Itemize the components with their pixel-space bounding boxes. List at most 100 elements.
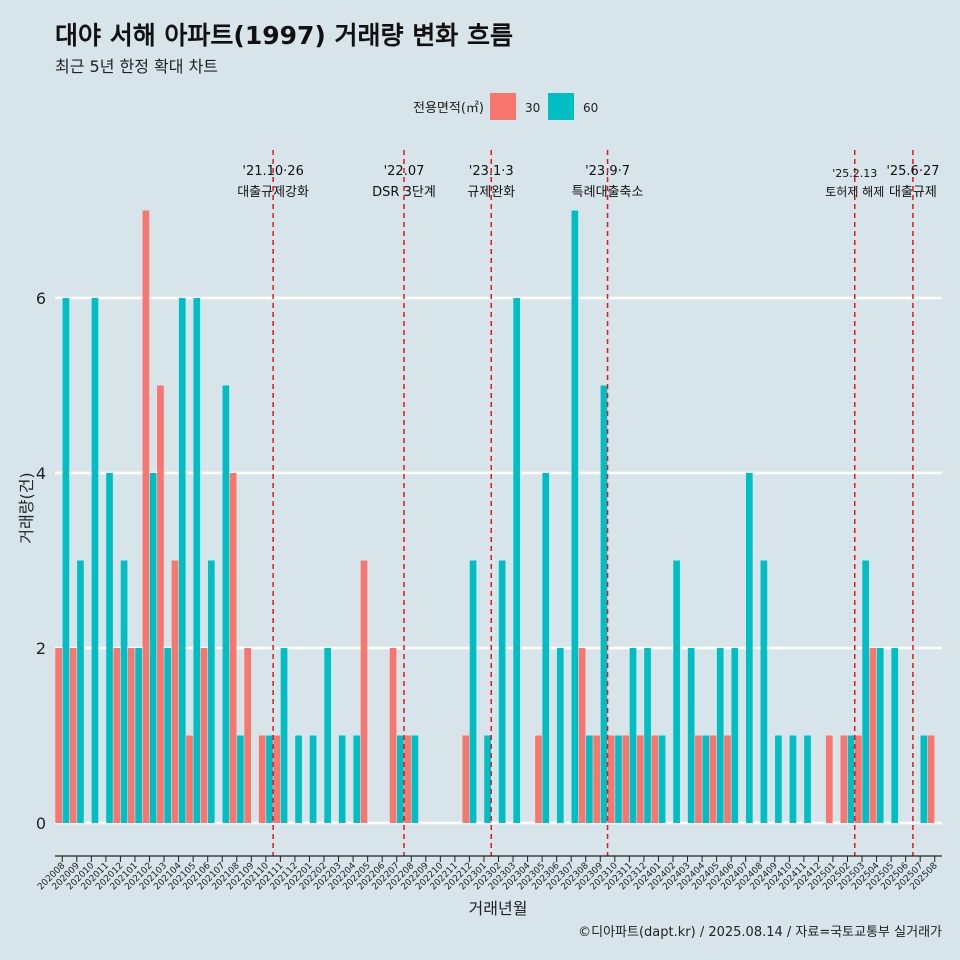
legend-label-60: 60 (583, 101, 598, 115)
bar-60-202308 (586, 735, 593, 823)
bar-60-202111 (280, 648, 288, 823)
bar-60-202203 (338, 735, 346, 823)
bar-30-202501 (825, 735, 833, 823)
bar-60-202008 (62, 298, 70, 823)
bar-30-202101 (128, 648, 135, 823)
event-label: 토허제 해제 (825, 185, 884, 199)
chart-subtitle: 최근 5년 한정 확대 차트 (55, 57, 219, 76)
event-label: 규제완화 (467, 185, 515, 200)
bar-60-202108 (237, 735, 244, 823)
bar-60-202312 (644, 648, 651, 823)
event-date: '25.2.13 (832, 167, 877, 180)
bar-60-202401 (658, 735, 666, 823)
bar-60-202409 (775, 735, 782, 823)
bar-60-202106 (207, 560, 215, 823)
legend-label-30: 30 (525, 101, 540, 115)
bar-30-202103 (157, 385, 164, 823)
legend-title: 전용면적(㎡) (413, 101, 484, 116)
bar-30-202406 (724, 735, 731, 823)
y-tick-label: 4 (36, 464, 46, 483)
bar-30-202308 (578, 648, 586, 823)
y-axis-title: 거래량(건) (17, 472, 36, 543)
event-label: 대출규제 (889, 185, 937, 200)
source-caption: ©디아파트(dapt.kr) / 2025.08.14 / 자료=국토교통부 실… (578, 925, 942, 940)
bar-60-202305 (542, 473, 550, 823)
bar-30-202309 (593, 735, 600, 823)
bar-30-202310 (607, 735, 615, 823)
bar-60-202408 (760, 560, 768, 823)
bar-30-202504 (869, 648, 877, 823)
event-label: 특례대출축소 (572, 185, 644, 200)
bar-60-202410 (789, 735, 797, 823)
bar-60-202507 (920, 735, 928, 823)
bar-60-202107 (222, 385, 230, 823)
bar-30-202205 (360, 560, 368, 823)
bar-30-202502 (840, 735, 848, 823)
bar-30-202401 (651, 735, 659, 823)
bar-30-202111 (273, 735, 281, 823)
bar-60-202404 (702, 735, 710, 823)
y-tick-label: 0 (36, 814, 46, 833)
chart-title: 대야 서해 아파트(1997) 거래량 변화 흐름 (55, 21, 513, 50)
bar-60-202202 (324, 648, 331, 823)
bar-30-202305 (535, 735, 542, 823)
bar-30-202108 (229, 473, 237, 823)
bar-30-202102 (142, 210, 150, 823)
event-annotations: '21.10·26 대출규제강화 '22.07 DSR 3단계 '23.1·3 규제완화 '… (237, 150, 940, 856)
bar-30-202009 (69, 648, 77, 823)
bar-30-202207 (389, 648, 397, 823)
y-tick-label: 2 (36, 639, 46, 658)
bar-60-202110 (266, 735, 273, 823)
bar-30-202312 (636, 735, 644, 823)
bars (55, 210, 935, 823)
bar-30-202012 (113, 648, 121, 823)
event-label: 대출규제강화 (237, 185, 309, 200)
bar-60-202105 (193, 298, 201, 823)
bar-30-202404 (695, 735, 702, 823)
legend-key-30 (490, 93, 516, 120)
bar-30-202208 (404, 735, 411, 823)
bar-30-202106 (200, 648, 208, 823)
bar-60-202311 (629, 648, 637, 823)
bar-30-202508 (927, 735, 935, 823)
event-date: '22.07 (384, 164, 425, 179)
bar-60-202405 (716, 648, 724, 823)
bar-60-202009 (77, 560, 84, 823)
bar-30-202105 (186, 735, 193, 823)
bar-60-202103 (164, 648, 172, 823)
bar-60-202208 (411, 735, 419, 823)
bar-60-202011 (106, 473, 113, 823)
bar-30-202212 (462, 735, 470, 823)
bar-60-202403 (687, 648, 695, 823)
bar-60-202407 (745, 473, 753, 823)
bar-60-202402 (673, 560, 680, 823)
bar-60-202503 (862, 560, 869, 823)
bar-60-202212 (469, 560, 477, 823)
bar-60-202504 (876, 648, 884, 823)
legend: 전용면적(㎡) 30 60 (413, 93, 598, 120)
bar-60-202112 (295, 735, 302, 823)
event-date: '23.1·3 (469, 164, 514, 179)
bar-60-202207 (397, 735, 404, 823)
x-axis-title: 거래년월 (469, 899, 528, 918)
bar-60-202102 (149, 473, 157, 823)
y-tick-label: 6 (36, 289, 46, 308)
bar-30-202104 (171, 560, 179, 823)
bar-30-202503 (855, 735, 862, 823)
bar-60-202309 (600, 385, 608, 823)
bar-60-202303 (513, 298, 521, 823)
bar-60-202411 (804, 735, 811, 823)
bar-60-202301 (484, 735, 491, 823)
bar-60-202307 (571, 210, 579, 823)
bar-60-202306 (556, 648, 564, 823)
bar-60-202010 (91, 298, 99, 823)
bar-60-202310 (615, 735, 622, 823)
bar-30-202008 (55, 648, 62, 823)
bar-60-202104 (178, 298, 186, 823)
bar-60-202505 (891, 648, 899, 823)
event-date: '21.10·26 (242, 164, 303, 179)
bar-60-202406 (731, 648, 739, 823)
bar-60-202302 (498, 560, 506, 823)
